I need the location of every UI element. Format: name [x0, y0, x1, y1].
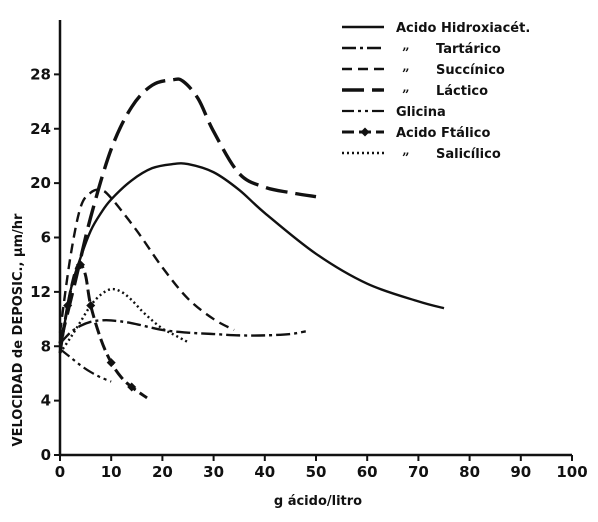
x-tick-label: 0 [55, 463, 65, 481]
x-tick-label: 50 [306, 463, 327, 481]
y-axis-title: VELOCIDAD de DEPOSIC., µm/hr [11, 213, 26, 447]
series-line-tartarico [59, 318, 306, 345]
legend-label: Tartárico [436, 42, 501, 57]
legend-label: Succínico [436, 63, 505, 78]
x-tick-label: 40 [254, 463, 275, 481]
series-line-lactico [58, 77, 317, 344]
legend-ditto-mark: ” [402, 151, 409, 166]
x-tick-label: 10 [101, 463, 122, 481]
series-line-acido-hidroxiacet [58, 162, 445, 354]
legend: Acido Hidroxiacét. ” Tartárico ” Succínico ” L… [342, 21, 530, 166]
data-point-marker [75, 260, 85, 270]
series-glicina [59, 348, 112, 383]
legend-label: Láctico [436, 84, 488, 99]
y-tick-label: 20 [30, 174, 51, 192]
x-tick-label: 70 [408, 463, 429, 481]
data-point-marker [63, 300, 73, 310]
series-line-succinico [58, 188, 235, 333]
y-tick-label: 4 [41, 392, 51, 410]
legend-ditto-mark: ” [402, 88, 409, 103]
legend-item-tartarico: ” Tartárico [342, 42, 501, 61]
y-tick-label: 8 [41, 337, 51, 355]
y-tick-label: 24 [30, 120, 51, 138]
series-acido-hidroxiacet [58, 162, 445, 354]
legend-ditto-mark: ” [402, 67, 409, 82]
y-tick-label: 0 [41, 446, 51, 464]
legend-label: Salicílico [436, 147, 501, 162]
data-point-marker [106, 358, 116, 368]
x-axis-title: g ácido/litro [274, 494, 362, 509]
x-tick-label: 100 [556, 463, 587, 481]
series-acido-ftalico [58, 260, 148, 400]
series-line-acido-ftalico [58, 263, 148, 400]
legend-item-salicilico: ” Salicílico [342, 147, 501, 166]
x-tick-label: 30 [203, 463, 224, 481]
legend-item-acido-hidroxiacet: Acido Hidroxiacét. [342, 21, 530, 36]
series-layer [58, 77, 445, 400]
series-line-glicina [59, 348, 112, 383]
series-line-salicilico [59, 287, 189, 354]
legend-item-lactico: ” Láctico [342, 84, 488, 103]
axes: 0 10 20 30 40 50 60 70 80 90 100 0 4 8 12 6 20 24 28 [30, 20, 588, 481]
series-lactico [58, 77, 317, 344]
legend-marker [360, 127, 370, 137]
legend-label: Acido Hidroxiacét. [396, 21, 530, 36]
series-salicilico [59, 287, 189, 354]
y-tick-label: 6 [41, 229, 51, 247]
data-point-marker [127, 382, 137, 392]
legend-label: Glicina [396, 105, 446, 120]
legend-label: Acido Ftálico [396, 126, 490, 141]
x-tick-label: 80 [459, 463, 480, 481]
x-tick-label: 60 [357, 463, 378, 481]
x-tick-label: 90 [510, 463, 531, 481]
x-tick-label: 20 [152, 463, 173, 481]
legend-item-glicina: Glicina [342, 105, 446, 120]
series-succinico [58, 188, 235, 333]
legend-item-acido-ftalico: Acido Ftálico [342, 126, 490, 141]
y-tick-label: 12 [30, 283, 51, 301]
series-tartarico [59, 318, 306, 345]
legend-ditto-mark: ” [402, 46, 409, 61]
legend-item-succinico: ” Succínico [342, 63, 505, 82]
y-tick-label: 28 [30, 65, 51, 83]
